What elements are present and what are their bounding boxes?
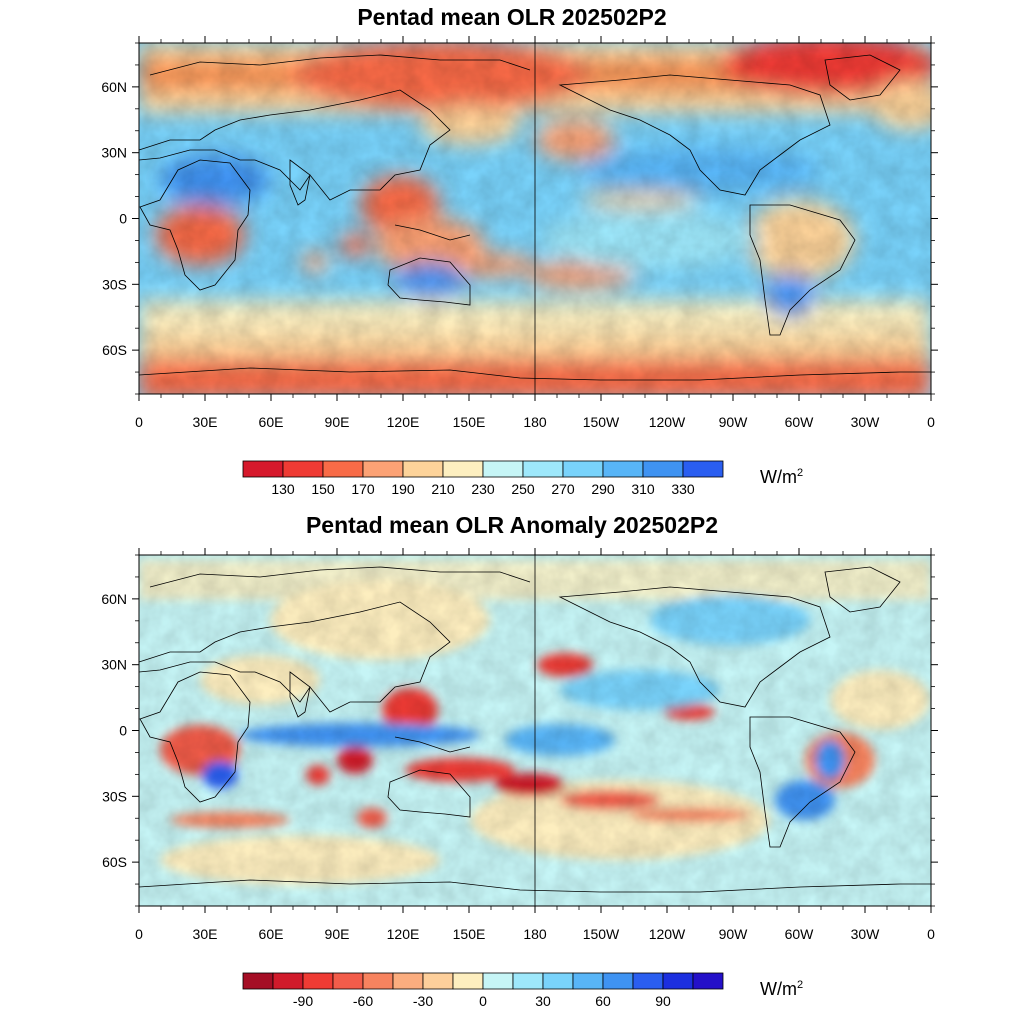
lon-tick-label: 120W [649, 926, 686, 942]
lat-tick-label: 60S [102, 854, 127, 870]
lon-tick-label: 150E [453, 414, 486, 430]
lon-tick-label: 30E [193, 414, 218, 430]
colorbar-label: 60 [595, 993, 611, 1009]
lat-tick-label: 60N [101, 79, 127, 95]
lon-tick-label: 0 [927, 414, 935, 430]
lon-tick-label: 30W [851, 926, 881, 942]
colorbar-label: 230 [471, 481, 495, 497]
lon-tick-label: 60W [785, 414, 815, 430]
lat-tick-label: 30S [102, 788, 127, 804]
colorbar-label: 190 [391, 481, 415, 497]
colorbar-swatch [452, 972, 484, 990]
colorbar-swatch [572, 972, 604, 990]
colorbar-label: 30 [535, 993, 551, 1009]
colorbar-swatch [632, 972, 664, 990]
lon-tick-label: 150W [583, 414, 620, 430]
colorbar-label: -90 [293, 993, 313, 1009]
colorbar-label: 270 [551, 481, 575, 497]
colorbar-swatch [682, 460, 724, 478]
colorbar-swatch [482, 972, 514, 990]
lat-tick-label: 60S [102, 342, 127, 358]
colorbar-swatch [362, 460, 404, 478]
lat-tick-label: 60N [101, 591, 127, 607]
coastlines-top [138, 54, 931, 381]
lon-tick-label: 180 [523, 926, 547, 942]
colorbar-swatch [242, 972, 274, 990]
lon-tick-label: 30E [193, 926, 218, 942]
colorbar-swatch [392, 972, 424, 990]
colorbar-swatch [332, 972, 364, 990]
lon-tick-label: 0 [927, 926, 935, 942]
colorbar-swatch [642, 460, 684, 478]
colorbar-swatch [562, 460, 604, 478]
lat-tick-label: 0 [119, 211, 127, 227]
colorbar-label: 330 [671, 481, 695, 497]
lon-tick-label: 150E [453, 926, 486, 942]
colorbar-swatch [272, 972, 304, 990]
lon-tick-label: 180 [523, 414, 547, 430]
colorbar-swatch [302, 972, 334, 990]
lon-tick-label: 120W [649, 414, 686, 430]
colorbar-label: 90 [655, 993, 671, 1009]
colorbar-swatch [692, 972, 724, 990]
colorbar-swatch [322, 460, 364, 478]
colorbar-swatch [522, 460, 564, 478]
lon-tick-label: 0 [135, 926, 143, 942]
olr-anomaly-title: Pentad mean OLR Anomaly 202502P2 [305, 512, 719, 538]
colorbar-label: 310 [631, 481, 655, 497]
colorbar-label: 210 [431, 481, 455, 497]
colorbar-swatch [402, 460, 444, 478]
colorbar-label: 170 [351, 481, 375, 497]
lon-tick-label: 90W [719, 414, 749, 430]
lat-tick-label: 30S [102, 276, 127, 292]
colorbar-swatch [602, 972, 634, 990]
coastlines-bottom [138, 566, 931, 893]
colorbar-label: 290 [591, 481, 615, 497]
lon-tick-label: 90W [719, 926, 749, 942]
lon-tick-label: 90E [325, 926, 350, 942]
olr-mean-title: Pentad mean OLR 202502P2 [357, 4, 667, 30]
olr-mean-map [139, 43, 931, 394]
colorbar-swatch [242, 460, 284, 478]
colorbar-label: 130 [271, 481, 295, 497]
colorbar-swatch [602, 460, 644, 478]
colorbar-label: -60 [353, 993, 373, 1009]
colorbar-swatch [362, 972, 394, 990]
lon-tick-label: 120E [387, 926, 420, 942]
lon-tick-label: 60E [259, 414, 284, 430]
lon-tick-label: 0 [135, 414, 143, 430]
units-label-bottom: W/m2 [760, 979, 804, 999]
lon-tick-label: 150W [583, 926, 620, 942]
colorbar-swatch [542, 972, 574, 990]
colorbar-swatch [422, 972, 454, 990]
lon-tick-label: 30W [851, 414, 881, 430]
units-label-top: W/m2 [760, 467, 804, 487]
lon-tick-label: 90E [325, 414, 350, 430]
lat-tick-label: 0 [119, 723, 127, 739]
colorbar-swatch [442, 460, 484, 478]
colorbar-swatch [482, 460, 524, 478]
lat-tick-label: 30N [101, 657, 127, 673]
colorbar-swatch [662, 972, 694, 990]
lat-tick-label: 30N [101, 145, 127, 161]
colorbar-label: 150 [311, 481, 335, 497]
colorbar-swatch [282, 460, 324, 478]
colorbar-label: 0 [479, 993, 487, 1009]
colorbar-label: 250 [511, 481, 535, 497]
lon-tick-label: 60W [785, 926, 815, 942]
lon-tick-label: 60E [259, 926, 284, 942]
colorbar-label: -30 [413, 993, 433, 1009]
lon-tick-label: 120E [387, 414, 420, 430]
colorbar-swatch [512, 972, 544, 990]
